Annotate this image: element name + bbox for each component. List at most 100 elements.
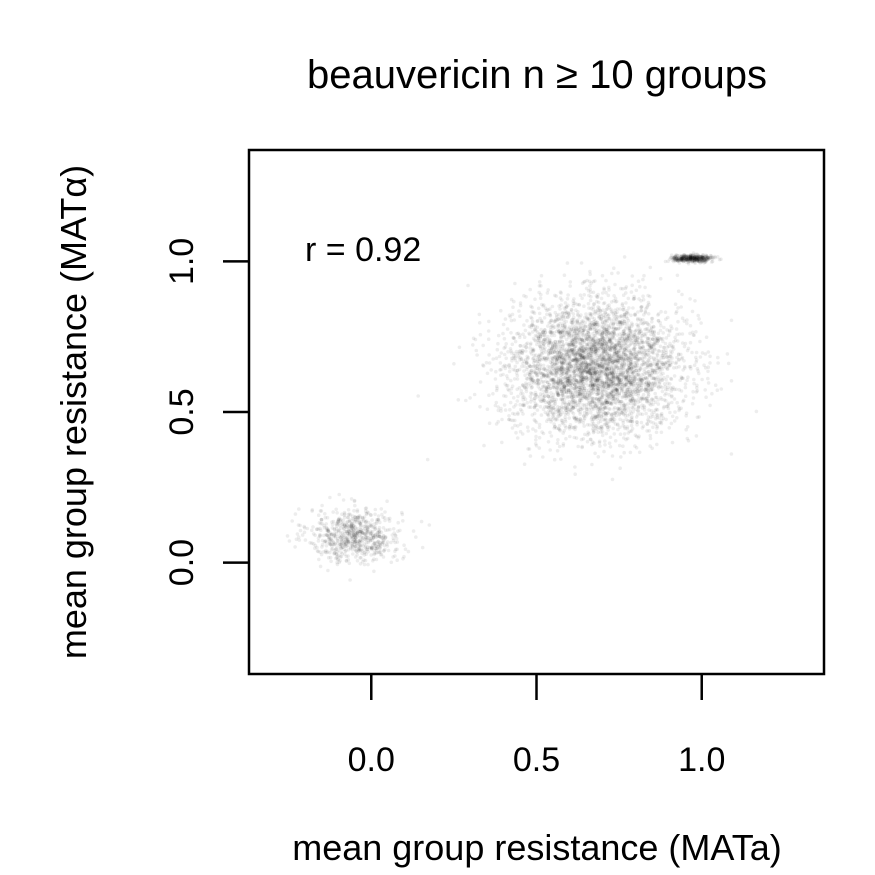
data-point: [628, 450, 633, 455]
data-point: [539, 349, 544, 354]
data-point: [481, 343, 486, 348]
data-point: [535, 319, 540, 323]
data-point: [647, 363, 652, 367]
data-point: [556, 377, 561, 382]
data-point: [593, 424, 598, 428]
data-point: [359, 529, 363, 534]
data-point: [647, 357, 651, 361]
data-point: [364, 533, 369, 537]
data-point: [573, 383, 578, 387]
data-point: [353, 515, 357, 519]
data-point: [339, 535, 343, 540]
data-point: [598, 355, 602, 359]
data-point: [660, 378, 664, 382]
data-point: [375, 530, 380, 535]
data-point: [322, 539, 327, 544]
data-point: [513, 281, 517, 286]
data-point: [375, 550, 379, 555]
data-point: [651, 414, 655, 419]
data-point: [334, 555, 339, 560]
data-point: [681, 399, 685, 404]
data-point: [588, 369, 592, 373]
data-point: [581, 382, 586, 386]
data-point: [603, 443, 607, 447]
data-point: [660, 353, 664, 358]
data-point: [543, 306, 548, 311]
data-point: [353, 519, 357, 524]
data-point: [539, 318, 544, 323]
data-point: [573, 399, 578, 404]
data-point: [706, 376, 710, 381]
data-point: [563, 325, 568, 330]
data-point: [358, 540, 362, 545]
data-point: [519, 356, 524, 361]
data-point: [381, 515, 385, 520]
data-point: [393, 554, 397, 558]
data-point: [528, 454, 533, 458]
data-point: [578, 386, 583, 390]
data-point: [606, 425, 610, 429]
data-point: [624, 394, 628, 399]
data-point: [729, 379, 734, 383]
data-point: [590, 462, 594, 467]
data-point: [536, 306, 541, 311]
data-point: [355, 515, 360, 520]
data-point: [541, 367, 546, 372]
data-point: [373, 525, 378, 529]
data-point: [378, 544, 383, 548]
data-point: [600, 342, 604, 347]
data-point: [350, 521, 355, 525]
data-point: [621, 307, 625, 312]
data-point: [607, 324, 611, 329]
data-point: [333, 551, 337, 555]
data-point: [336, 539, 340, 543]
data-point: [386, 548, 391, 553]
data-point: [341, 521, 345, 526]
data-point: [364, 523, 369, 528]
data-point: [396, 529, 400, 533]
data-point: [578, 293, 583, 298]
data-point: [634, 288, 639, 293]
data-point: [369, 522, 374, 527]
data-point: [685, 348, 690, 353]
data-point: [546, 324, 550, 328]
data-point: [582, 357, 587, 361]
data-point: [645, 429, 649, 433]
data-point: [639, 318, 643, 323]
data-point: [521, 392, 525, 396]
data-point: [355, 541, 360, 545]
data-point: [354, 526, 358, 531]
data-point: [673, 335, 677, 340]
data-point: [393, 534, 398, 538]
data-point: [642, 405, 647, 410]
data-point: [374, 544, 378, 548]
data-point: [647, 302, 651, 307]
data-point: [329, 559, 333, 564]
data-point: [564, 436, 568, 441]
data-point: [351, 544, 355, 549]
data-point: [514, 403, 518, 407]
data-point: [478, 332, 483, 337]
data-point: [577, 335, 582, 339]
data-point: [624, 291, 628, 295]
data-point: [643, 285, 647, 290]
data-point: [661, 355, 666, 360]
data-point: [673, 410, 677, 414]
data-point: [556, 408, 560, 413]
data-point: [362, 550, 367, 555]
data-point: [452, 362, 456, 366]
data-point: [650, 316, 654, 321]
data-point: [375, 533, 380, 538]
data-point: [332, 533, 337, 537]
data-point: [691, 333, 696, 337]
data-point: [406, 549, 411, 554]
data-point: [633, 329, 638, 333]
data-point: [704, 395, 708, 400]
data-point: [371, 536, 376, 540]
data-point: [694, 390, 699, 394]
data-point: [667, 426, 672, 430]
data-point: [364, 544, 368, 549]
data-point: [615, 388, 619, 393]
data-point: [549, 330, 553, 334]
data-point: [313, 543, 318, 548]
